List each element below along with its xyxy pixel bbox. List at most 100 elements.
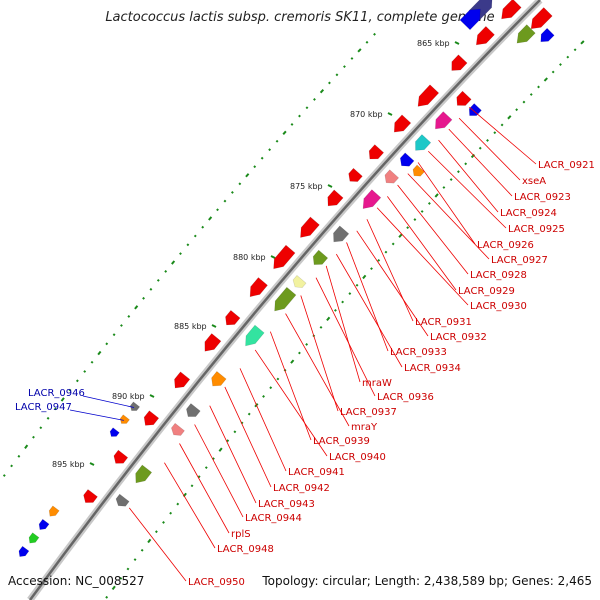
tick-dot	[298, 351, 301, 355]
tick-dot	[442, 186, 446, 189]
gene-label: LACR_0921	[538, 160, 595, 171]
tick-dot	[133, 558, 137, 562]
gene-label: LACR_0924	[500, 208, 557, 219]
kbp-label: 865 kbp	[417, 39, 450, 48]
tick-dot	[377, 258, 381, 262]
tick-dot	[90, 360, 94, 364]
gene-label: LACR_0948	[217, 544, 274, 555]
tick-dot	[68, 388, 72, 392]
tick-dot	[507, 115, 512, 120]
tick-dot	[334, 308, 337, 312]
tick-dot	[449, 178, 453, 181]
gene-label: LACR_0943	[258, 499, 315, 510]
tick-dot	[60, 397, 65, 402]
tick-dot	[197, 475, 201, 479]
tick-dot	[470, 153, 476, 159]
tick-dot	[83, 370, 87, 373]
tick-dot	[391, 242, 395, 246]
gene-arrow	[18, 545, 30, 557]
callout-line	[325, 265, 361, 383]
map-title: Lactococcus lactis subsp. cremoris SK11,…	[105, 10, 495, 25]
tick-dot	[216, 208, 219, 212]
tick-dot	[298, 114, 301, 118]
tick-dot	[262, 395, 265, 398]
tick-dot	[233, 430, 237, 434]
gene-arrow	[362, 189, 382, 209]
gene-label: LACR_0926	[477, 240, 534, 251]
tick-dot	[559, 63, 562, 66]
tick-dot	[201, 225, 205, 229]
gene-arrow	[501, 0, 522, 20]
tick-dot	[156, 278, 160, 282]
tick-dot	[176, 502, 180, 506]
tick-dot	[282, 130, 287, 135]
gene-arrow	[459, 8, 481, 31]
gene-arrow	[468, 103, 482, 116]
tick-dot	[111, 585, 116, 591]
kbp-tick	[454, 41, 460, 45]
tick-dot	[32, 435, 35, 439]
tick-dot	[543, 77, 548, 82]
tick-dot	[127, 315, 131, 318]
tick-dot	[362, 274, 367, 280]
callout-line	[448, 128, 513, 197]
tick-dot	[164, 270, 168, 273]
gene-label: LACR_0940	[329, 452, 386, 463]
gene-arrow	[245, 324, 265, 347]
tick-dot	[551, 70, 555, 74]
tick-dot	[24, 444, 29, 449]
gene-label: LACR_0927	[491, 255, 548, 266]
gene-arrow	[143, 410, 160, 426]
accession-text: Accession: NC_008527	[8, 574, 145, 588]
callout-line	[179, 443, 230, 534]
gene-arrow	[115, 493, 130, 507]
tick-dot	[384, 250, 388, 254]
tick-dot	[17, 454, 21, 458]
tick-dot	[193, 234, 197, 238]
gene-arrow	[415, 134, 432, 151]
tick-dot	[290, 123, 294, 126]
gene-label: LACR_0942	[273, 483, 330, 494]
tick-dot	[126, 567, 130, 571]
tick-dot	[253, 165, 257, 169]
tick-dot	[573, 48, 577, 52]
tick-dot	[218, 447, 223, 452]
kbp-tick	[149, 394, 155, 398]
tick-dot	[319, 325, 323, 329]
tick-dots	[2, 32, 585, 599]
tick-dot	[105, 595, 109, 599]
gene-arrow	[417, 84, 440, 107]
tick-dot	[223, 199, 227, 203]
tick-dot	[46, 416, 50, 420]
tick-dot	[238, 182, 242, 186]
tick-dot	[171, 260, 176, 265]
kbp-label: 890 kbp	[112, 392, 145, 401]
gene-arrow	[274, 286, 297, 312]
callout-line	[469, 106, 537, 165]
tick-dot	[427, 202, 431, 205]
callout-line	[128, 507, 187, 582]
gene-label: LACR_0925	[508, 224, 565, 235]
callout-line	[315, 277, 376, 397]
tick-dot	[537, 85, 540, 89]
gene-arrow	[204, 333, 222, 352]
tick-dot	[406, 226, 410, 230]
gene-arrow	[475, 25, 495, 46]
gene-arrow	[333, 225, 350, 243]
callout-line	[417, 162, 476, 245]
gene-arrow	[384, 169, 400, 184]
tick-dot	[398, 233, 403, 238]
tick-dot	[343, 65, 346, 69]
tick-dot	[313, 98, 316, 101]
tick-dot	[10, 464, 14, 468]
gene-arrow	[135, 464, 153, 484]
gene-label: LACR_0944	[245, 513, 302, 524]
tick-dot	[341, 300, 345, 304]
tick-dot	[120, 324, 123, 327]
tick-dot	[357, 48, 362, 53]
tick-dot	[305, 106, 309, 110]
tick-dot	[434, 193, 439, 198]
gene-arrow	[368, 144, 385, 160]
tick-dot	[134, 305, 139, 310]
tick-dot	[105, 342, 109, 346]
